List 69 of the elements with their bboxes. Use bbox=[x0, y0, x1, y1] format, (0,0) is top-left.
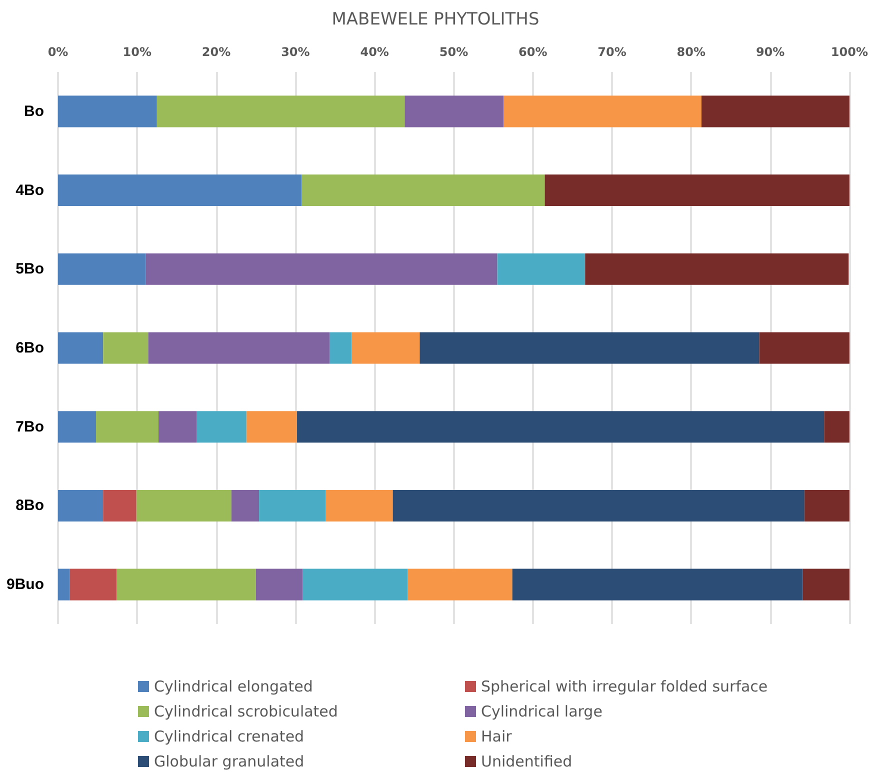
x-tick-label: 90% bbox=[756, 45, 785, 59]
bar bbox=[804, 490, 850, 522]
bar bbox=[585, 253, 849, 285]
bar bbox=[512, 568, 803, 600]
legend-label: Cylindrical crenated bbox=[154, 728, 304, 746]
legend-label: Cylindrical large bbox=[481, 702, 602, 720]
bar bbox=[420, 332, 760, 364]
y-tick-label: 5Bo bbox=[16, 260, 44, 278]
legend-label: Hair bbox=[481, 728, 513, 746]
bar bbox=[802, 568, 850, 600]
x-tick-label: 60% bbox=[518, 45, 548, 59]
bar bbox=[116, 568, 256, 600]
x-tick-label: 0% bbox=[48, 45, 68, 59]
bar bbox=[96, 411, 159, 443]
bar bbox=[544, 174, 850, 206]
y-tick-label: 4Bo bbox=[16, 182, 44, 199]
bar bbox=[103, 490, 136, 522]
bar bbox=[246, 411, 298, 443]
bar bbox=[329, 332, 352, 364]
bar bbox=[352, 332, 420, 364]
bar bbox=[497, 253, 586, 285]
bar bbox=[146, 253, 498, 285]
x-tick-label: 40% bbox=[360, 45, 389, 59]
legend-label: Cylindrical scrobiculated bbox=[154, 702, 338, 720]
x-tick-label: 100% bbox=[830, 45, 868, 59]
x-tick-label: 70% bbox=[598, 45, 626, 59]
bar bbox=[196, 411, 246, 443]
bar bbox=[759, 332, 850, 364]
bar bbox=[259, 490, 326, 522]
bar bbox=[504, 96, 702, 128]
bar bbox=[256, 568, 303, 600]
bar bbox=[302, 568, 408, 600]
y-tick-label: 8Bo bbox=[16, 497, 44, 514]
bar bbox=[824, 411, 850, 443]
bar bbox=[70, 568, 117, 600]
legend-label: Globular granulated bbox=[154, 752, 304, 770]
y-tick-label: Bo bbox=[24, 102, 44, 120]
bar bbox=[58, 332, 104, 364]
y-tick-label: 6Bo bbox=[16, 340, 44, 356]
legend-label: Unidentified bbox=[481, 752, 572, 770]
bar bbox=[297, 411, 824, 443]
x-tick-label: 10% bbox=[122, 45, 152, 59]
bar bbox=[404, 96, 504, 128]
y-tick-label: 9Buo bbox=[6, 576, 44, 594]
legend-label: Spherical with irregular folded surface bbox=[481, 678, 768, 696]
bar bbox=[701, 96, 850, 128]
bar bbox=[408, 568, 512, 600]
bar bbox=[58, 96, 157, 128]
bar bbox=[58, 490, 104, 522]
bar bbox=[136, 490, 232, 522]
x-tick-label: 80% bbox=[676, 45, 706, 59]
x-tick-label: 20% bbox=[202, 45, 231, 59]
x-tick-label: 30% bbox=[281, 45, 310, 59]
legend-label: Cylindrical elongated bbox=[154, 678, 313, 696]
bar bbox=[156, 96, 405, 128]
bar bbox=[103, 332, 148, 364]
bar bbox=[58, 174, 302, 206]
bar bbox=[158, 411, 197, 443]
bar bbox=[148, 332, 330, 364]
bar bbox=[58, 411, 96, 443]
chart-title: MABEWELE PHYTOLITHS bbox=[332, 10, 540, 30]
bar bbox=[326, 490, 393, 522]
x-tick-label: 50% bbox=[439, 45, 468, 59]
y-tick-label: 7Bo bbox=[16, 418, 44, 436]
bar bbox=[58, 253, 146, 285]
bar bbox=[302, 174, 545, 206]
bar bbox=[58, 568, 70, 600]
bar bbox=[231, 490, 260, 522]
bar bbox=[392, 490, 804, 522]
